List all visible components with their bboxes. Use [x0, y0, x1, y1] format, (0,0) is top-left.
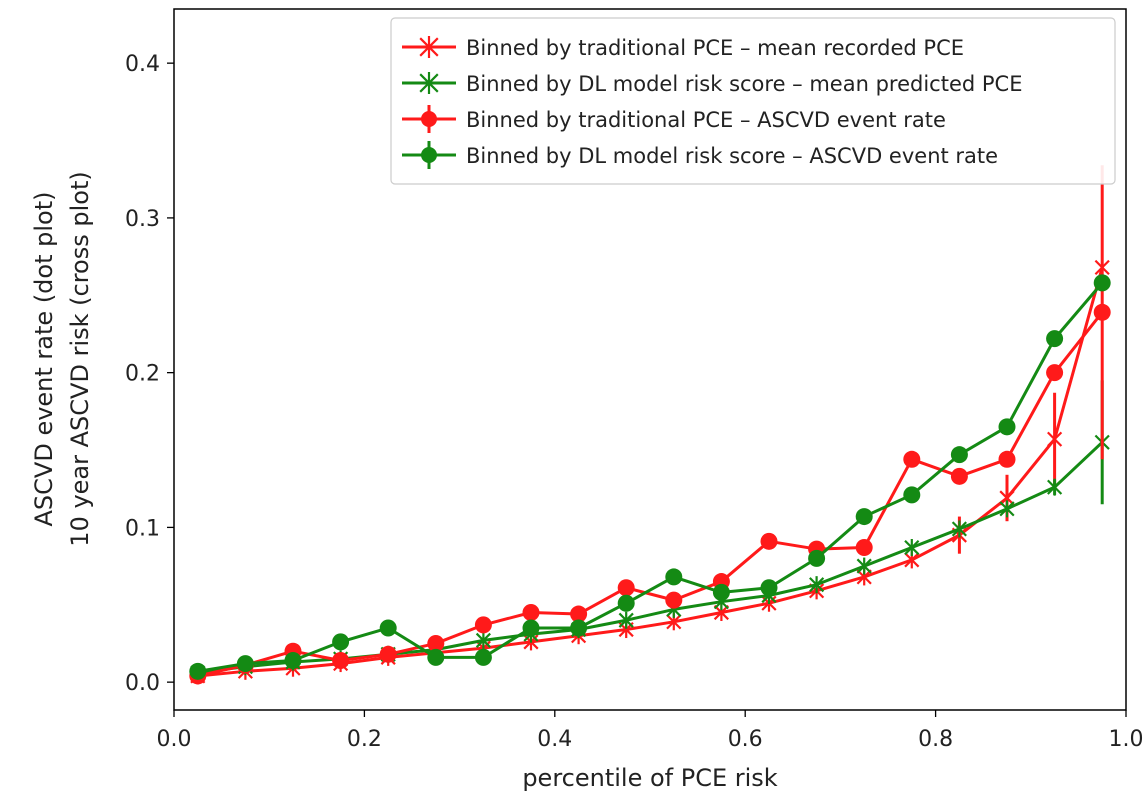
data-point [427, 648, 445, 666]
y-axis-label-line-1: ASCVD event rate (dot plot) [30, 192, 58, 527]
legend-item: Binned by DL model risk score – mean pre… [402, 72, 1022, 96]
x-tick-label: 0.6 [728, 727, 763, 752]
y-axis: 0.0 0.1 0.2 0.3 0.4 [125, 52, 174, 696]
y-axis-label-line-2: 10 year ASCVD risk (cross plot) [66, 171, 94, 546]
data-point [379, 619, 397, 637]
data-point [1047, 478, 1063, 496]
data-point [617, 594, 635, 612]
data-point [665, 568, 683, 586]
data-point [999, 500, 1015, 518]
data-point [712, 583, 730, 601]
x-tick-label: 0.4 [537, 727, 572, 752]
series-3 [189, 165, 1111, 685]
y-tick-label: 0.2 [125, 362, 160, 387]
data-point [665, 591, 683, 609]
data-point [1093, 303, 1111, 321]
x-tick-label: 1.0 [1109, 727, 1144, 752]
y-tick-label: 0.0 [125, 671, 160, 696]
data-point [998, 450, 1016, 468]
data-point [522, 619, 540, 637]
x-tick-label: 0.2 [347, 727, 382, 752]
legend-label: Binned by DL model risk score – ASCVD ev… [466, 144, 998, 168]
x-axis-label: percentile of PCE risk [522, 764, 777, 792]
data-point [332, 633, 350, 651]
y-axis-label: ASCVD event rate (dot plot) 10 year ASCV… [30, 171, 94, 546]
plot-frame [173, 8, 1127, 711]
legend-marker [419, 72, 439, 94]
data-point [236, 655, 254, 673]
data-point [474, 648, 492, 666]
data-point [379, 645, 397, 663]
y-tick-label: 0.3 [125, 207, 160, 232]
data-point [570, 605, 588, 623]
data-point [809, 576, 825, 594]
data-point [950, 446, 968, 464]
data-point [856, 557, 872, 575]
y-tick-label: 0.1 [125, 516, 160, 541]
data-point [1047, 430, 1063, 448]
data-point [1093, 274, 1111, 292]
y-tick-label: 0.4 [125, 52, 160, 77]
data-point [904, 539, 920, 557]
data-point [760, 532, 778, 550]
data-point [951, 520, 967, 538]
series-layer [189, 165, 1111, 685]
legend-item: Binned by DL model risk score – ASCVD ev… [402, 141, 998, 169]
data-point [808, 549, 826, 567]
legend-marker [419, 36, 439, 58]
data-point [1046, 330, 1064, 348]
legend-item: Binned by traditional PCE – ASCVD event … [402, 105, 946, 133]
x-axis: 0.0 0.2 0.4 0.6 0.8 1.0 [157, 710, 1144, 752]
data-point [617, 579, 635, 597]
data-point [998, 418, 1016, 436]
legend-items: Binned by traditional PCE – mean recorde… [402, 36, 1022, 169]
data-point [1046, 364, 1064, 382]
data-point [522, 604, 540, 622]
data-point [855, 508, 873, 526]
data-point [427, 634, 445, 652]
legend-item: Binned by traditional PCE – mean recorde… [402, 36, 964, 60]
legend-box [390, 17, 1116, 185]
legend-marker [421, 111, 437, 127]
series-4 [189, 274, 1111, 680]
legend-marker [421, 147, 437, 163]
data-point [332, 651, 350, 669]
data-point [284, 651, 302, 669]
data-point [618, 611, 634, 629]
x-tick-label: 0.8 [918, 727, 953, 752]
legend: Binned by traditional PCE – mean recorde… [390, 17, 1116, 185]
data-point [855, 539, 873, 557]
data-point [950, 467, 968, 485]
data-point [474, 616, 492, 634]
data-point [760, 579, 778, 597]
data-point [189, 662, 207, 680]
legend-label: Binned by traditional PCE – mean recorde… [466, 36, 964, 60]
data-point [475, 631, 491, 649]
data-point [903, 450, 921, 468]
legend-label: Binned by traditional PCE – ASCVD event … [466, 108, 946, 132]
data-point [570, 619, 588, 637]
legend-label: Binned by DL model risk score – mean pre… [466, 72, 1022, 96]
data-point [903, 486, 921, 504]
x-tick-label: 0.0 [157, 727, 192, 752]
